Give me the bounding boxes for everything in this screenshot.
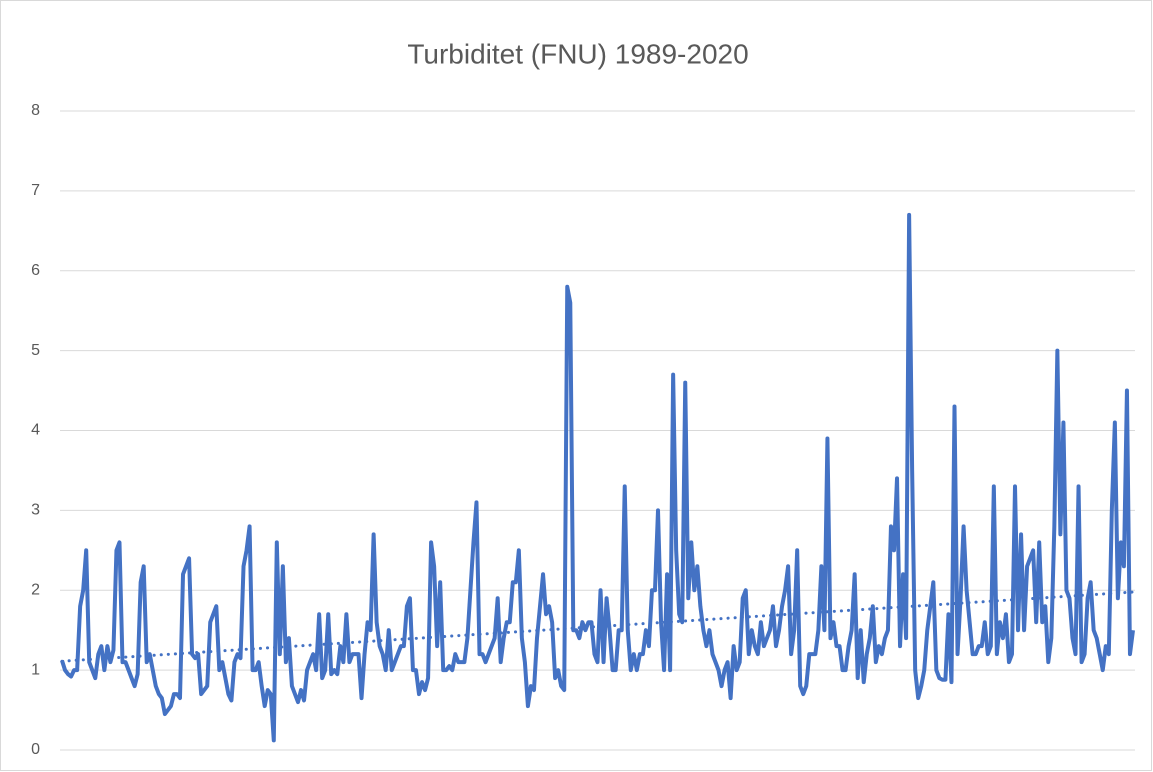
y-tick-label: 3 xyxy=(31,502,40,519)
y-tick-label: 1 xyxy=(31,661,40,678)
y-tick-label: 5 xyxy=(31,342,40,359)
y-tick-label: 0 xyxy=(31,741,40,758)
y-tick-label: 2 xyxy=(31,581,40,598)
y-tick-label: 7 xyxy=(31,182,40,199)
chart-title: Turbiditet (FNU) 1989-2020 xyxy=(407,38,748,69)
y-tick-label: 8 xyxy=(31,102,40,119)
y-tick-label: 6 xyxy=(31,262,40,279)
y-tick-label: 4 xyxy=(31,422,40,439)
data-line xyxy=(60,212,1135,743)
trendline xyxy=(60,590,1135,663)
